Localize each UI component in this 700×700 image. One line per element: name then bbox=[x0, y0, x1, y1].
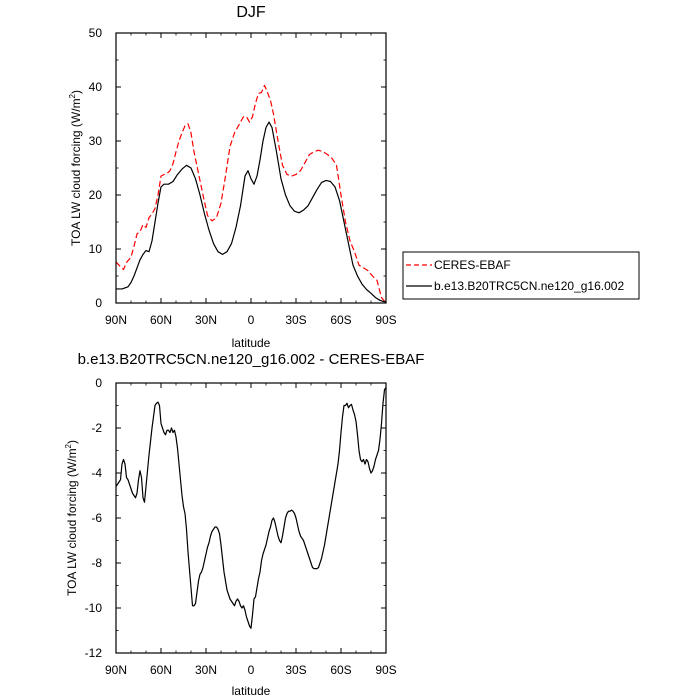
top-y-tick-label: 40 bbox=[89, 80, 103, 94]
bot-x-tick-label: 90S bbox=[375, 663, 396, 677]
top-y-tick-label: 30 bbox=[89, 134, 103, 148]
bot-series-line-0 bbox=[115, 387, 387, 629]
bot-y-tick-label: 0 bbox=[95, 376, 102, 390]
bottom-chart-title: b.e13.B20TRC5CN.ne120_g16.002 - CERES-EB… bbox=[78, 351, 425, 368]
top-y-axis-label-superscript: 2 bbox=[68, 93, 77, 98]
bot-y-tick-label: -4 bbox=[91, 466, 102, 480]
top-y-tick-label: 10 bbox=[89, 242, 103, 256]
top-y-axis-label: TOA LW cloud forcing (W/m2) bbox=[68, 90, 83, 246]
top-x-tick-label: 60N bbox=[150, 313, 172, 327]
bottom-y-axis-label-close: ) bbox=[65, 440, 79, 444]
top-x-tick-label: 30S bbox=[285, 313, 306, 327]
top-y-tick-label: 20 bbox=[89, 188, 103, 202]
top-x-tick-label: 30N bbox=[195, 313, 217, 327]
top-series-line-1 bbox=[116, 121, 387, 303]
legend-box bbox=[402, 251, 640, 300]
bot-y-tick-label: -2 bbox=[91, 421, 102, 435]
top-x-axis-label: latitude bbox=[232, 336, 271, 350]
bot-x-tick-label: 0 bbox=[248, 663, 255, 677]
top-y-axis-label-close: ) bbox=[69, 90, 83, 94]
top-y-axis-label-text: TOA LW cloud forcing (W/m bbox=[69, 98, 83, 246]
top-panel: DJF 90N 60N 30N 0 30S 60S 90S 0 10 20 30 40 50 lati… bbox=[68, 4, 640, 350]
bot-y-tick-label: -6 bbox=[91, 511, 102, 525]
bot-y-tick-label: -10 bbox=[85, 601, 103, 615]
bot-x-tick-label: 90N bbox=[105, 663, 127, 677]
bot-x-tick-label: 60N bbox=[150, 663, 172, 677]
bot-y-tick-label: -12 bbox=[85, 646, 103, 660]
bot-x-tick-label: 30N bbox=[195, 663, 217, 677]
top-y-tick-label: 50 bbox=[89, 26, 103, 40]
top-y-tick-label: 0 bbox=[95, 296, 102, 310]
top-x-tick-label: 60S bbox=[330, 313, 351, 327]
top-x-tick-label: 90N bbox=[105, 313, 127, 327]
bottom-y-axis-label-superscript: 2 bbox=[64, 443, 73, 448]
top-plot-frame bbox=[115, 32, 387, 304]
bottom-panel: b.e13.B20TRC5CN.ne120_g16.002 - CERES-EB… bbox=[64, 351, 424, 698]
top-series-line-0 bbox=[115, 84, 387, 304]
top-x-tick-label: 0 bbox=[248, 313, 255, 327]
bot-x-tick-label: 30S bbox=[285, 663, 306, 677]
bot-x-tick-label: 60S bbox=[330, 663, 351, 677]
top-x-tick-label: 90S bbox=[375, 313, 396, 327]
bottom-y-axis-label: TOA LW cloud forcing (W/m2) bbox=[64, 440, 79, 596]
bottom-x-axis-label: latitude bbox=[232, 684, 271, 698]
bottom-plot-frame bbox=[115, 382, 387, 654]
legend-label-ceres: CERES-EBAF bbox=[434, 258, 511, 272]
top-chart-title: DJF bbox=[236, 4, 266, 21]
bot-y-tick-label: -8 bbox=[91, 556, 102, 570]
legend-label-model: b.e13.B20TRC5CN.ne120_g16.002 bbox=[434, 279, 624, 293]
legend: CERES-EBAF b.e13.B20TRC5CN.ne120_g16.002 bbox=[402, 251, 640, 300]
bottom-y-axis-label-text: TOA LW cloud forcing (W/m bbox=[65, 448, 79, 596]
